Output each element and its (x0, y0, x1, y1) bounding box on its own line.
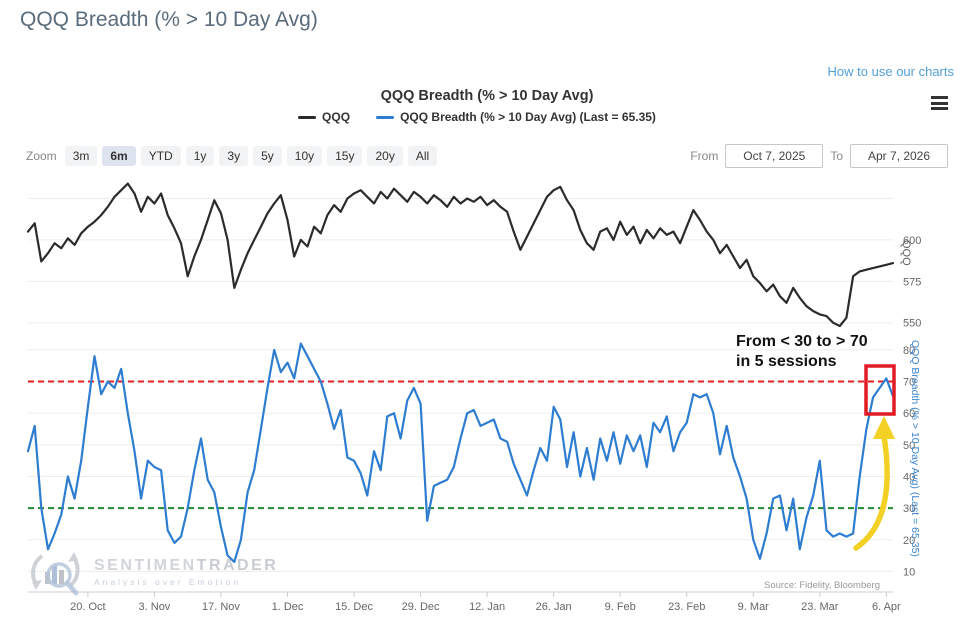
legend-label-breadth: QQQ Breadth (% > 10 Day Avg) (Last = 65.… (400, 110, 656, 124)
series-line-breadth (26, 342, 895, 563)
to-label: To (830, 149, 843, 163)
x-tick-label: 9. Mar (738, 601, 770, 613)
annotation-line1: From < 30 to > 70 (736, 333, 868, 350)
wordmark-tagline: Analysis over Emotion (94, 577, 242, 587)
x-tick-label: 3. Nov (139, 601, 171, 613)
x-tick-label: 26. Jan (536, 601, 572, 613)
y-tick-label: 10 (903, 566, 915, 578)
wordmark-left: SENTIMEN (94, 557, 197, 574)
x-tick-label: 17. Nov (202, 601, 240, 613)
qqq-axis-title: QQQ (900, 240, 912, 266)
qqq-series-marker (298, 115, 317, 119)
sentimentrader-wordmark: SENTIMENTRADER Analysis over Emotion (94, 557, 278, 587)
breadth-axis-title: QQQ Breadth (% > 10 Day Avg) (Last = 65.… (909, 340, 921, 557)
y-tick-label: 80 (903, 345, 915, 357)
zoom-button-15y[interactable]: 15y (327, 146, 363, 166)
page-title: QQQ Breadth (% > 10 Day Avg) (20, 8, 318, 31)
zoom-button-group: 3m 6m YTD 1y 3y 5y 10y 15y 20y All (64, 146, 443, 166)
chart-title: QQQ Breadth (% > 10 Day Avg) (380, 88, 594, 104)
x-tick-label: 15. Dec (335, 601, 373, 613)
chart-plot-area[interactable]: 550 575 600 10 20 30 40 50 60 70 80 20. Oct 3. Nov 17… (0, 168, 974, 629)
x-tick-label: 23. Mar (801, 601, 839, 613)
zoom-button-20y[interactable]: 20y (367, 146, 403, 166)
x-tick-label: 6. Apr (872, 601, 901, 613)
breadth-series-marker (376, 115, 395, 119)
zoom-button-10y[interactable]: 10y (286, 146, 323, 166)
to-date-input[interactable] (850, 144, 948, 168)
zoom-label: Zoom (26, 149, 57, 163)
zoom-button-all[interactable]: All (407, 146, 438, 166)
y-tick-label: 30 (903, 503, 915, 515)
zoom-button-5y[interactable]: 5y (253, 146, 282, 166)
highlight-box (864, 364, 896, 416)
sentimentrader-watermark: SENTIMENTRADER Analysis over Emotion (28, 546, 278, 598)
y-tick-label: 70 (903, 377, 915, 389)
series-line-qqq (26, 182, 895, 328)
y-tick-label: 550 (903, 318, 921, 330)
chart-legend: QQQ QQQ Breadth (% > 10 Day Avg) (Last =… (0, 110, 954, 124)
zoom-button-3m[interactable]: 3m (64, 146, 98, 166)
up-arrow-head (873, 416, 895, 439)
y-tick-label: 60 (903, 408, 915, 420)
zoom-button-3y[interactable]: 3y (219, 146, 249, 166)
x-tick-label: 20. Oct (70, 601, 105, 613)
y-tick-label: 50 (903, 440, 915, 452)
legend-label-qqq: QQQ (322, 110, 351, 124)
x-tick-label: 29. Dec (402, 601, 440, 613)
from-label: From (690, 149, 719, 163)
source-attribution: Source: Fidelity, Bloomberg (764, 580, 880, 591)
legend-item-breadth[interactable]: QQQ Breadth (% > 10 Day Avg) (Last = 65.… (376, 110, 656, 124)
y-tick-label: 575 (903, 276, 921, 288)
wordmark-right: TRADER (196, 557, 279, 574)
x-tick-label: 12. Jan (469, 601, 505, 613)
y-tick-label: 40 (903, 471, 915, 483)
hamburger-menu-icon[interactable] (931, 96, 948, 113)
zoom-button-6m[interactable]: 6m (102, 146, 136, 166)
x-tick-label: 23. Feb (668, 601, 705, 613)
y-tick-label: 600 (903, 235, 921, 247)
annotation-line2: in 5 sessions (736, 353, 837, 370)
legend-item-qqq[interactable]: QQQ (298, 110, 350, 124)
zoom-button-1y[interactable]: 1y (185, 146, 215, 166)
zoom-button-ytd[interactable]: YTD (140, 146, 181, 166)
sentimentrader-logo-icon (31, 552, 80, 596)
x-tick-label: 9. Feb (605, 601, 636, 613)
x-tick-label: 1. Dec (272, 601, 304, 613)
up-arrow (853, 433, 890, 551)
help-link[interactable]: How to use our charts (827, 64, 954, 79)
date-range-controls: From To (690, 144, 948, 168)
annotation-text: From < 30 to > 70 in 5 sessions (736, 332, 868, 372)
from-date-input[interactable] (725, 144, 824, 168)
y-tick-label: 20 (903, 535, 915, 547)
